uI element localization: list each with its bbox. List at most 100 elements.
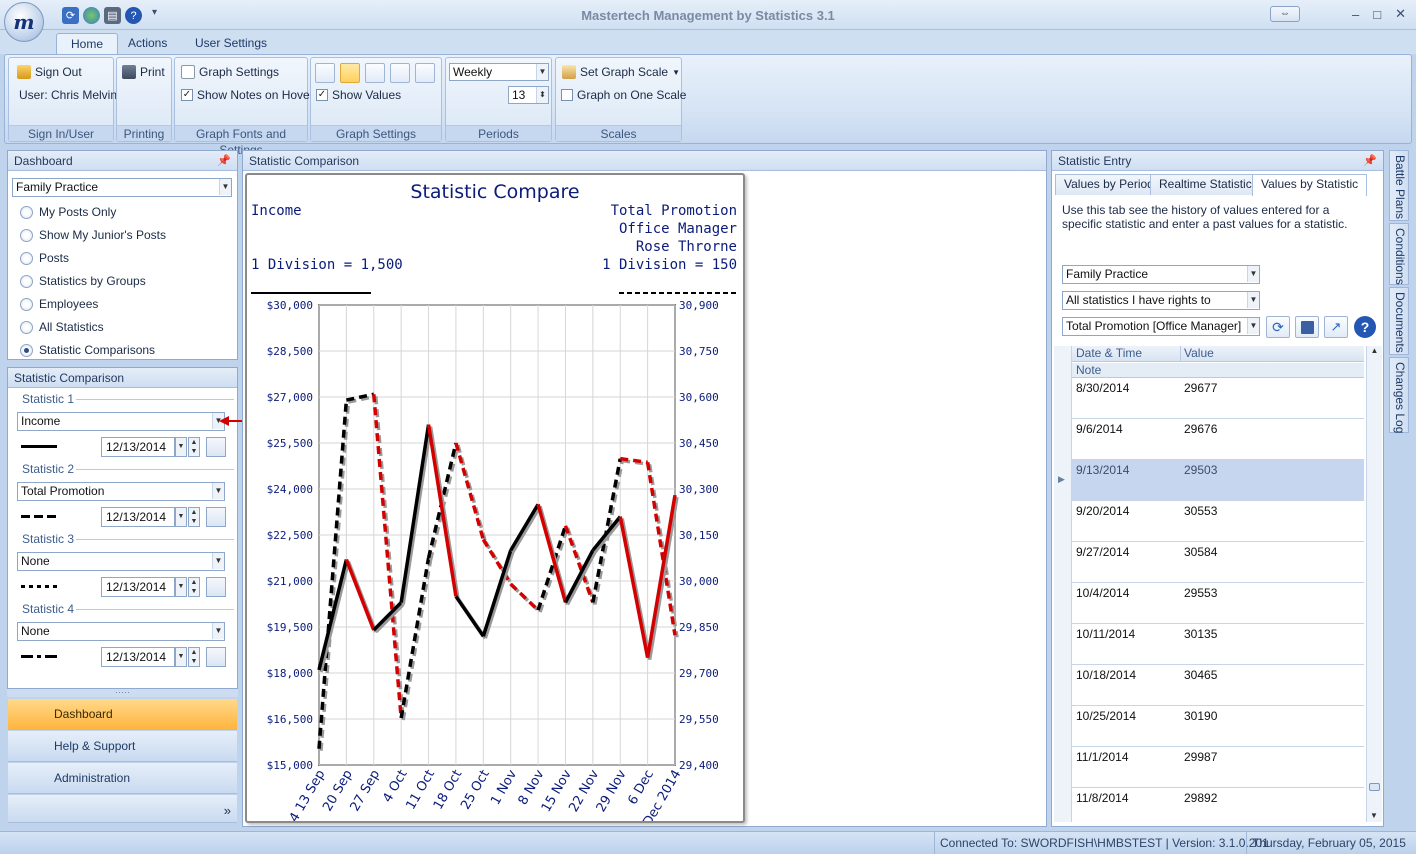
export-icon[interactable]: ↗ [1324,316,1348,338]
help-icon[interactable]: ? [125,7,142,24]
date-input[interactable]: 12/13/2014 [101,437,175,457]
table-row[interactable]: 11/1/2014 29987 [1072,747,1364,788]
table-row[interactable]: 10/4/2014 29553 [1072,583,1364,624]
date-dropdown-icon[interactable]: ▼ [175,437,187,457]
side-tab-documents[interactable]: Documents [1389,287,1409,355]
page-landscape-icon[interactable] [365,63,385,83]
chevron-right-icon[interactable]: » [223,803,231,818]
nav-administration[interactable]: Administration [8,763,237,794]
table-row[interactable]: 9/27/2014 30584 [1072,542,1364,583]
lock-icon [17,65,31,79]
minimize-button[interactable]: – [1352,6,1360,22]
col-value[interactable]: Value [1184,346,1214,360]
dashboard-option[interactable]: Posts [20,251,69,265]
statistic-select[interactable]: Total Promotion ▼ [17,482,225,501]
page-folder-icon[interactable] [390,63,410,83]
table-row[interactable]: 9/6/2014 29676 [1072,419,1364,460]
dashboard-option[interactable]: Employees [20,297,98,311]
globe-icon[interactable] [83,7,100,24]
calendar-grid-icon[interactable] [206,507,226,527]
restore-panel-button[interactable]: ⇔ [1270,6,1300,22]
app-menu-button[interactable]: m [4,2,44,42]
tab-values-by-period[interactable]: Values by Period [1055,174,1163,195]
tab-realtime-statistics[interactable]: Realtime Statistics [1150,174,1267,195]
side-tab-battle-plans[interactable]: Battle Plans [1389,150,1409,221]
table-row[interactable]: 10/18/2014 30465 [1072,665,1364,706]
line-style-dashdot-icon [21,655,57,658]
date-spinner-icon[interactable]: ▲ ▼ [188,647,200,667]
scroll-thumb[interactable] [1369,783,1380,791]
table-row[interactable]: 9/13/2014 29503 [1072,460,1364,501]
calendar-grid-icon[interactable] [206,437,226,457]
dashboard-option[interactable]: Show My Junior's Posts [20,228,166,242]
calendar-grid-icon[interactable] [206,577,226,597]
date-spinner-icon[interactable]: ▲ ▼ [188,577,200,597]
save-icon[interactable] [1295,316,1319,338]
tab-home[interactable]: Home [56,33,119,55]
sync-icon[interactable] [315,63,335,83]
table-row[interactable]: 10/25/2014 30190 [1072,706,1364,747]
calendar-grid-icon[interactable] [206,647,226,667]
statistic-select[interactable]: None ▼ [17,622,225,641]
nav-grip[interactable]: ····· [7,688,238,697]
table-row[interactable]: 8/30/2014 29677 [1072,378,1364,419]
tab-values-by-statistic[interactable]: Values by Statistic [1252,174,1368,196]
graph-one-scale-checkbox[interactable]: Graph on One Scale [561,88,686,102]
graph-settings-button[interactable]: Graph Settings [181,65,279,79]
nav-dashboard[interactable]: Dashboard [8,699,237,730]
grid-scrollbar[interactable]: ▲ ▼ [1366,346,1382,822]
statistic-select[interactable]: Income ▼ [17,412,225,431]
tab-actions[interactable]: Actions [128,36,168,50]
side-tab-changes-log[interactable]: Changes Log [1389,357,1409,433]
close-button[interactable]: ✕ [1395,6,1406,21]
side-tab-conditions[interactable]: Conditions [1389,223,1409,285]
period-select[interactable]: Weekly ▼ [449,63,549,81]
date-spinner-icon[interactable]: ▲ ▼ [188,437,200,457]
print-button[interactable]: Print [122,65,165,79]
org-select[interactable]: Family Practice ▼ [12,178,232,197]
date-dropdown-icon[interactable]: ▼ [175,507,187,527]
table-row[interactable]: 11/8/2014 29892 [1072,788,1364,829]
date-dropdown-icon[interactable]: ▼ [175,577,187,597]
dashboard-option[interactable]: Statistics by Groups [20,274,146,288]
page-fit-icon[interactable] [415,63,435,83]
radio-icon [20,320,33,334]
show-notes-checkbox[interactable]: ✓ Show Notes on Hover [181,88,314,102]
set-graph-scale-button[interactable]: Set Graph Scale ▼ [562,65,680,79]
pin-icon[interactable]: 📌 [217,155,231,167]
refresh-icon[interactable]: ⟳ [1266,316,1290,338]
table-row[interactable]: 9/20/2014 30553 [1072,501,1364,542]
refresh-icon[interactable]: ⟳ [62,7,79,24]
period-count-spinner[interactable]: 13 ⬍ [508,86,549,104]
printer-icon[interactable]: ▤ [104,7,121,24]
table-row[interactable]: 10/11/2014 30135 [1072,624,1364,665]
date-spinner-icon[interactable]: ▲ ▼ [188,507,200,527]
dashboard-option[interactable]: All Statistics [20,320,104,334]
entry-filter-select[interactable]: All statistics I have rights to ▼ [1062,291,1260,310]
entry-statistic-select[interactable]: Total Promotion [Office Manager] ▼ [1062,317,1260,336]
help-icon[interactable]: ? [1354,316,1376,338]
sign-out-button[interactable]: Sign Out [17,65,82,79]
col-date[interactable]: Date & Time [1076,346,1143,360]
scroll-down-icon[interactable]: ▼ [1370,811,1378,820]
statistic-select[interactable]: None ▼ [17,552,225,571]
page-portrait-icon[interactable] [340,63,360,83]
date-dropdown-icon[interactable]: ▼ [175,647,187,667]
dashboard-option[interactable]: My Posts Only [20,205,116,219]
row-value: 30465 [1184,668,1218,682]
pin-icon[interactable]: 📌 [1363,155,1377,167]
entry-org-select[interactable]: Family Practice ▼ [1062,265,1260,284]
scroll-up-icon[interactable]: ▲ [1370,346,1379,355]
date-input[interactable]: 12/13/2014 [101,577,175,597]
stat-entry-title: Statistic Entry [1058,154,1132,168]
status-date: Thursday, February 05, 2015 [1252,836,1406,850]
maximize-button[interactable]: □ [1373,6,1382,22]
date-input[interactable]: 12/13/2014 [101,507,175,527]
chevron-down-icon: ▼ [212,623,224,639]
nav-help-support[interactable]: Help & Support [8,731,237,762]
show-values-checkbox[interactable]: ✓ Show Values [316,88,401,102]
date-input[interactable]: 12/13/2014 [101,647,175,667]
tab-user-settings[interactable]: User Settings [195,36,268,50]
qat-dropdown-icon[interactable]: ▾ [152,7,158,18]
dashboard-option[interactable]: Statistic Comparisons [20,343,155,357]
